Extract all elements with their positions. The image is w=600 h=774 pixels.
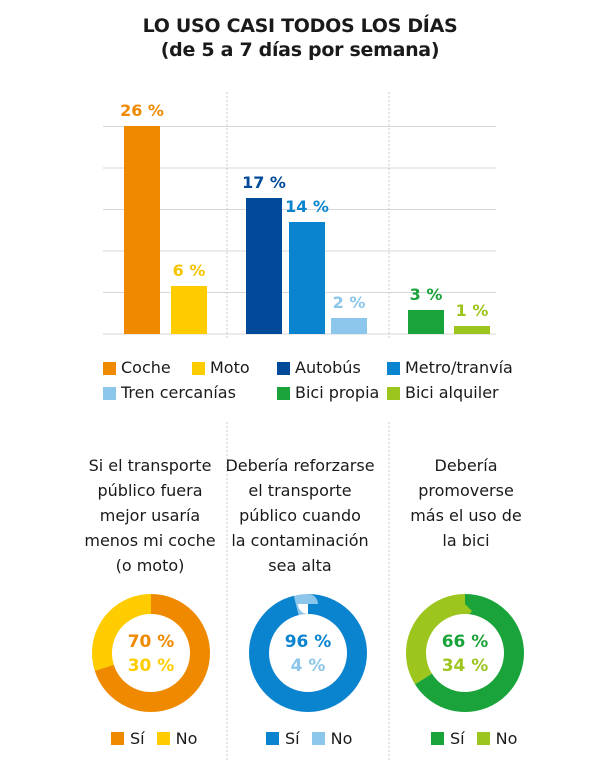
question-line: promoverse <box>418 481 514 500</box>
bar-label-bici-alquiler: 1 % <box>456 301 489 320</box>
legend-swatch-bici-propia <box>277 386 290 400</box>
legend-label-tren: Tren cercanías <box>121 383 236 402</box>
legend-item-metro: Metro/tranvía <box>387 358 513 378</box>
legend-swatch-bici-alquiler <box>387 386 400 400</box>
legend-swatch-metro <box>387 361 400 375</box>
question-line: (o moto) <box>115 556 185 575</box>
donut-slice-si <box>249 594 367 712</box>
donut-legend-coche: Sí No <box>111 729 209 748</box>
donut-legend-bici: Sí No <box>431 729 529 748</box>
question-coche: Si el transporte público fuera mejor usa… <box>60 453 240 578</box>
legend-swatch-tren <box>103 386 116 400</box>
bar-label-metro-tranv-a: 14 % <box>285 197 329 216</box>
legend-item-bici-propia: Bici propia <box>277 383 379 403</box>
donut-label-si: 70 % <box>128 632 175 652</box>
bar-moto <box>171 286 207 334</box>
bar-label-tren-cercan-as: 2 % <box>333 293 366 312</box>
bar-label-moto: 6 % <box>173 261 206 280</box>
bar-tren-cercan-as <box>331 318 367 334</box>
donut-label-si: 96 % <box>285 632 332 652</box>
question-line: más el uso de <box>410 506 522 525</box>
bar-autob-s <box>246 198 282 334</box>
legend-label-bici-alquiler: Bici alquiler <box>405 383 499 402</box>
legend-swatch-no <box>476 732 490 745</box>
legend-swatch-autobus <box>277 361 290 375</box>
question-line: mejor usaría <box>99 506 201 525</box>
legend-swatch-coche <box>103 361 116 375</box>
bar-coche <box>124 126 160 334</box>
donut-label-no: 4 % <box>291 656 326 676</box>
legend-label-no: No <box>330 729 353 748</box>
question-line: público fuera <box>97 481 203 500</box>
bar-label-coche: 26 % <box>120 101 164 120</box>
question-line: Debería reforzarse <box>225 456 375 475</box>
legend-label-moto: Moto <box>210 358 250 377</box>
bar-bici-propia <box>408 310 444 334</box>
question-line: Debería <box>434 456 498 475</box>
legend-swatch-si <box>266 732 279 745</box>
legend-swatch-no <box>156 732 170 745</box>
question-transporte: Debería reforzarse el transporte público… <box>216 453 384 578</box>
legend-label-metro: Metro/tranvía <box>405 358 513 377</box>
bar-label-autob-s: 17 % <box>242 173 286 192</box>
legend-item-si: Sí <box>266 729 300 748</box>
legend-label-si: Sí <box>285 729 300 748</box>
legend-label-bici-propia: Bici propia <box>295 383 380 402</box>
legend-label-autobus: Autobús <box>295 358 361 377</box>
legend-label-si: Sí <box>130 729 145 748</box>
donut-slice-no <box>406 594 524 712</box>
donut-label-si: 66 % <box>442 632 489 652</box>
bar-bici-alquiler <box>454 326 490 334</box>
legend-label-si: Sí <box>450 729 465 748</box>
legend-item-autobus: Autobús <box>277 358 361 378</box>
legend-item-no: No <box>156 729 198 748</box>
legend-item-no: No <box>476 729 518 748</box>
legend-item-tren: Tren cercanías <box>103 383 236 403</box>
legend-item-si: Sí <box>111 729 145 748</box>
legend-label-no: No <box>495 729 518 748</box>
legend-item-no: No <box>311 729 353 748</box>
legend-swatch-no <box>311 732 325 745</box>
question-line: público cuando <box>239 506 361 525</box>
legend-item-bici-alquiler: Bici alquiler <box>387 383 499 403</box>
legend-item-moto: Moto <box>192 358 250 378</box>
legend-swatch-si <box>111 732 124 745</box>
donut-legend-transporte: Sí No <box>266 729 364 748</box>
legend-label-no: No <box>175 729 198 748</box>
question-line: la contaminación <box>231 531 369 550</box>
bar-label-bici-propia: 3 % <box>410 285 443 304</box>
bar-metro-tranv-a <box>289 222 325 334</box>
donut-slice-no <box>92 594 210 712</box>
chart-subtitle: (de 5 a 7 días por semana) <box>160 39 440 61</box>
question-line: Si el transporte <box>88 456 212 475</box>
question-bici: Debería promoverse más el uso de la bici <box>376 453 556 553</box>
donut-label-no: 34 % <box>442 656 489 676</box>
question-line: menos mi coche <box>84 531 216 550</box>
question-line: el transporte <box>248 481 352 500</box>
legend-label-coche: Coche <box>121 358 171 377</box>
legend-item-si: Sí <box>431 729 465 748</box>
legend-swatch-si <box>431 732 444 745</box>
question-line: la bici <box>442 531 490 550</box>
question-line: sea alta <box>268 556 332 575</box>
legend-swatch-moto <box>192 361 205 375</box>
legend-item-coche: Coche <box>103 358 171 378</box>
chart-title: LO USO CASI TODOS LOS DÍAS <box>142 15 458 37</box>
donut-slice-no <box>249 594 367 712</box>
donut-label-no: 30 % <box>128 656 175 676</box>
